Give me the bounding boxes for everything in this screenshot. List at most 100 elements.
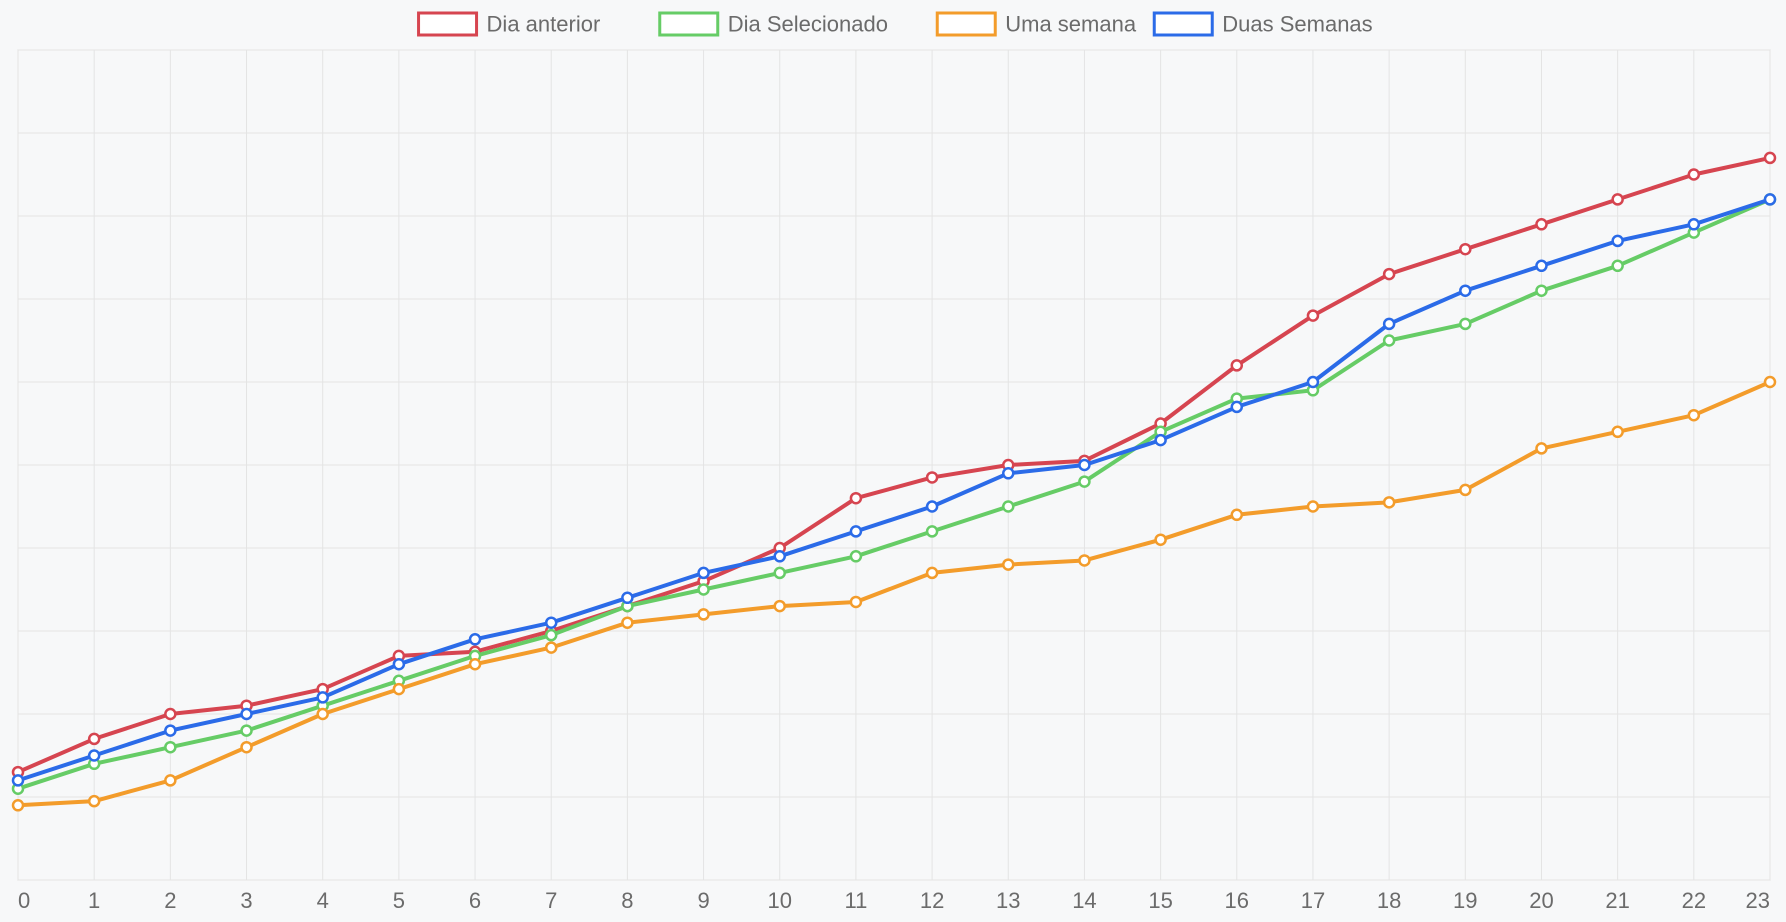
legend-swatch-uma_semana[interactable]: [937, 13, 995, 35]
series-marker-dia_selecionado: [699, 585, 709, 595]
legend-swatch-duas_semanas[interactable]: [1154, 13, 1212, 35]
x-tick-label: 6: [469, 888, 481, 913]
x-tick-label: 21: [1605, 888, 1629, 913]
series-marker-uma_semana: [1765, 377, 1775, 387]
legend-label-dia_anterior[interactable]: Dia anterior: [487, 12, 601, 37]
series-marker-uma_semana: [1232, 510, 1242, 520]
series-marker-uma_semana: [1689, 410, 1699, 420]
series-marker-duas_semanas: [775, 551, 785, 561]
series-marker-dia_selecionado: [546, 630, 556, 640]
series-marker-duas_semanas: [851, 526, 861, 536]
series-marker-duas_semanas: [394, 659, 404, 669]
x-tick-label: 2: [164, 888, 176, 913]
series-marker-dia_selecionado: [775, 568, 785, 578]
series-marker-uma_semana: [394, 684, 404, 694]
series-marker-duas_semanas: [1156, 435, 1166, 445]
series-marker-uma_semana: [546, 643, 556, 653]
series-marker-dia_selecionado: [1003, 502, 1013, 512]
series-marker-uma_semana: [1156, 535, 1166, 545]
series-marker-duas_semanas: [1308, 377, 1318, 387]
series-marker-uma_semana: [318, 709, 328, 719]
x-tick-label: 17: [1301, 888, 1325, 913]
series-marker-dia_anterior: [1613, 194, 1623, 204]
legend-swatch-dia_selecionado[interactable]: [660, 13, 718, 35]
x-tick-label: 0: [18, 888, 30, 913]
series-marker-dia_anterior: [1308, 311, 1318, 321]
x-tick-label: 5: [393, 888, 405, 913]
series-marker-duas_semanas: [699, 568, 709, 578]
x-tick-label: 22: [1682, 888, 1706, 913]
x-tick-label: 8: [621, 888, 633, 913]
series-marker-uma_semana: [775, 601, 785, 611]
x-tick-label: 12: [920, 888, 944, 913]
series-marker-uma_semana: [470, 659, 480, 669]
series-marker-duas_semanas: [89, 751, 99, 761]
series-marker-dia_anterior: [1384, 269, 1394, 279]
series-marker-uma_semana: [165, 775, 175, 785]
series-marker-dia_anterior: [89, 734, 99, 744]
series-marker-dia_anterior: [165, 709, 175, 719]
series-marker-uma_semana: [1384, 497, 1394, 507]
x-tick-label: 23: [1746, 888, 1770, 913]
series-marker-duas_semanas: [1765, 194, 1775, 204]
legend-label-uma_semana[interactable]: Uma semana: [1005, 12, 1137, 37]
series-marker-duas_semanas: [1384, 319, 1394, 329]
series-marker-uma_semana: [1613, 427, 1623, 437]
x-tick-label: 1: [88, 888, 100, 913]
series-marker-uma_semana: [1079, 555, 1089, 565]
series-marker-dia_selecionado: [1613, 261, 1623, 271]
x-tick-label: 9: [697, 888, 709, 913]
series-marker-dia_anterior: [1536, 219, 1546, 229]
x-tick-label: 18: [1377, 888, 1401, 913]
x-tick-label: 7: [545, 888, 557, 913]
series-marker-uma_semana: [851, 597, 861, 607]
legend-swatch-dia_anterior[interactable]: [419, 13, 477, 35]
series-marker-duas_semanas: [470, 634, 480, 644]
series-marker-dia_anterior: [927, 472, 937, 482]
series-marker-dia_anterior: [1689, 170, 1699, 180]
series-marker-duas_semanas: [165, 726, 175, 736]
series-marker-uma_semana: [1460, 485, 1470, 495]
series-marker-dia_anterior: [851, 493, 861, 503]
series-marker-uma_semana: [1536, 443, 1546, 453]
series-marker-duas_semanas: [1460, 286, 1470, 296]
series-marker-uma_semana: [13, 800, 23, 810]
series-marker-duas_semanas: [546, 618, 556, 628]
series-marker-duas_semanas: [1689, 219, 1699, 229]
x-tick-label: 4: [317, 888, 329, 913]
legend-label-duas_semanas[interactable]: Duas Semanas: [1222, 12, 1372, 37]
series-marker-duas_semanas: [1613, 236, 1623, 246]
x-tick-label: 11: [844, 888, 867, 913]
series-marker-dia_anterior: [1232, 360, 1242, 370]
x-tick-label: 15: [1148, 888, 1172, 913]
x-tick-label: 20: [1529, 888, 1553, 913]
series-marker-dia_selecionado: [1536, 286, 1546, 296]
series-marker-duas_semanas: [1536, 261, 1546, 271]
line-chart: 01234567891011121314151617181920212223Di…: [0, 0, 1786, 922]
series-marker-dia_anterior: [1765, 153, 1775, 163]
series-marker-uma_semana: [622, 618, 632, 628]
series-marker-dia_selecionado: [242, 726, 252, 736]
series-marker-duas_semanas: [318, 692, 328, 702]
x-tick-label: 3: [240, 888, 252, 913]
legend-label-dia_selecionado[interactable]: Dia Selecionado: [728, 12, 888, 37]
series-marker-uma_semana: [927, 568, 937, 578]
series-marker-dia_selecionado: [165, 742, 175, 752]
series-marker-uma_semana: [699, 609, 709, 619]
chart-svg: 01234567891011121314151617181920212223Di…: [0, 0, 1786, 922]
series-marker-duas_semanas: [1079, 460, 1089, 470]
series-marker-dia_selecionado: [1384, 336, 1394, 346]
series-marker-dia_anterior: [1460, 244, 1470, 254]
series-marker-duas_semanas: [242, 709, 252, 719]
series-marker-duas_semanas: [1232, 402, 1242, 412]
series-marker-uma_semana: [89, 796, 99, 806]
x-tick-label: 19: [1453, 888, 1477, 913]
series-marker-uma_semana: [1308, 502, 1318, 512]
series-marker-duas_semanas: [13, 775, 23, 785]
x-tick-label: 13: [996, 888, 1020, 913]
series-marker-dia_selecionado: [1460, 319, 1470, 329]
x-tick-label: 14: [1072, 888, 1096, 913]
series-marker-dia_selecionado: [1079, 477, 1089, 487]
series-marker-duas_semanas: [927, 502, 937, 512]
series-marker-dia_selecionado: [927, 526, 937, 536]
